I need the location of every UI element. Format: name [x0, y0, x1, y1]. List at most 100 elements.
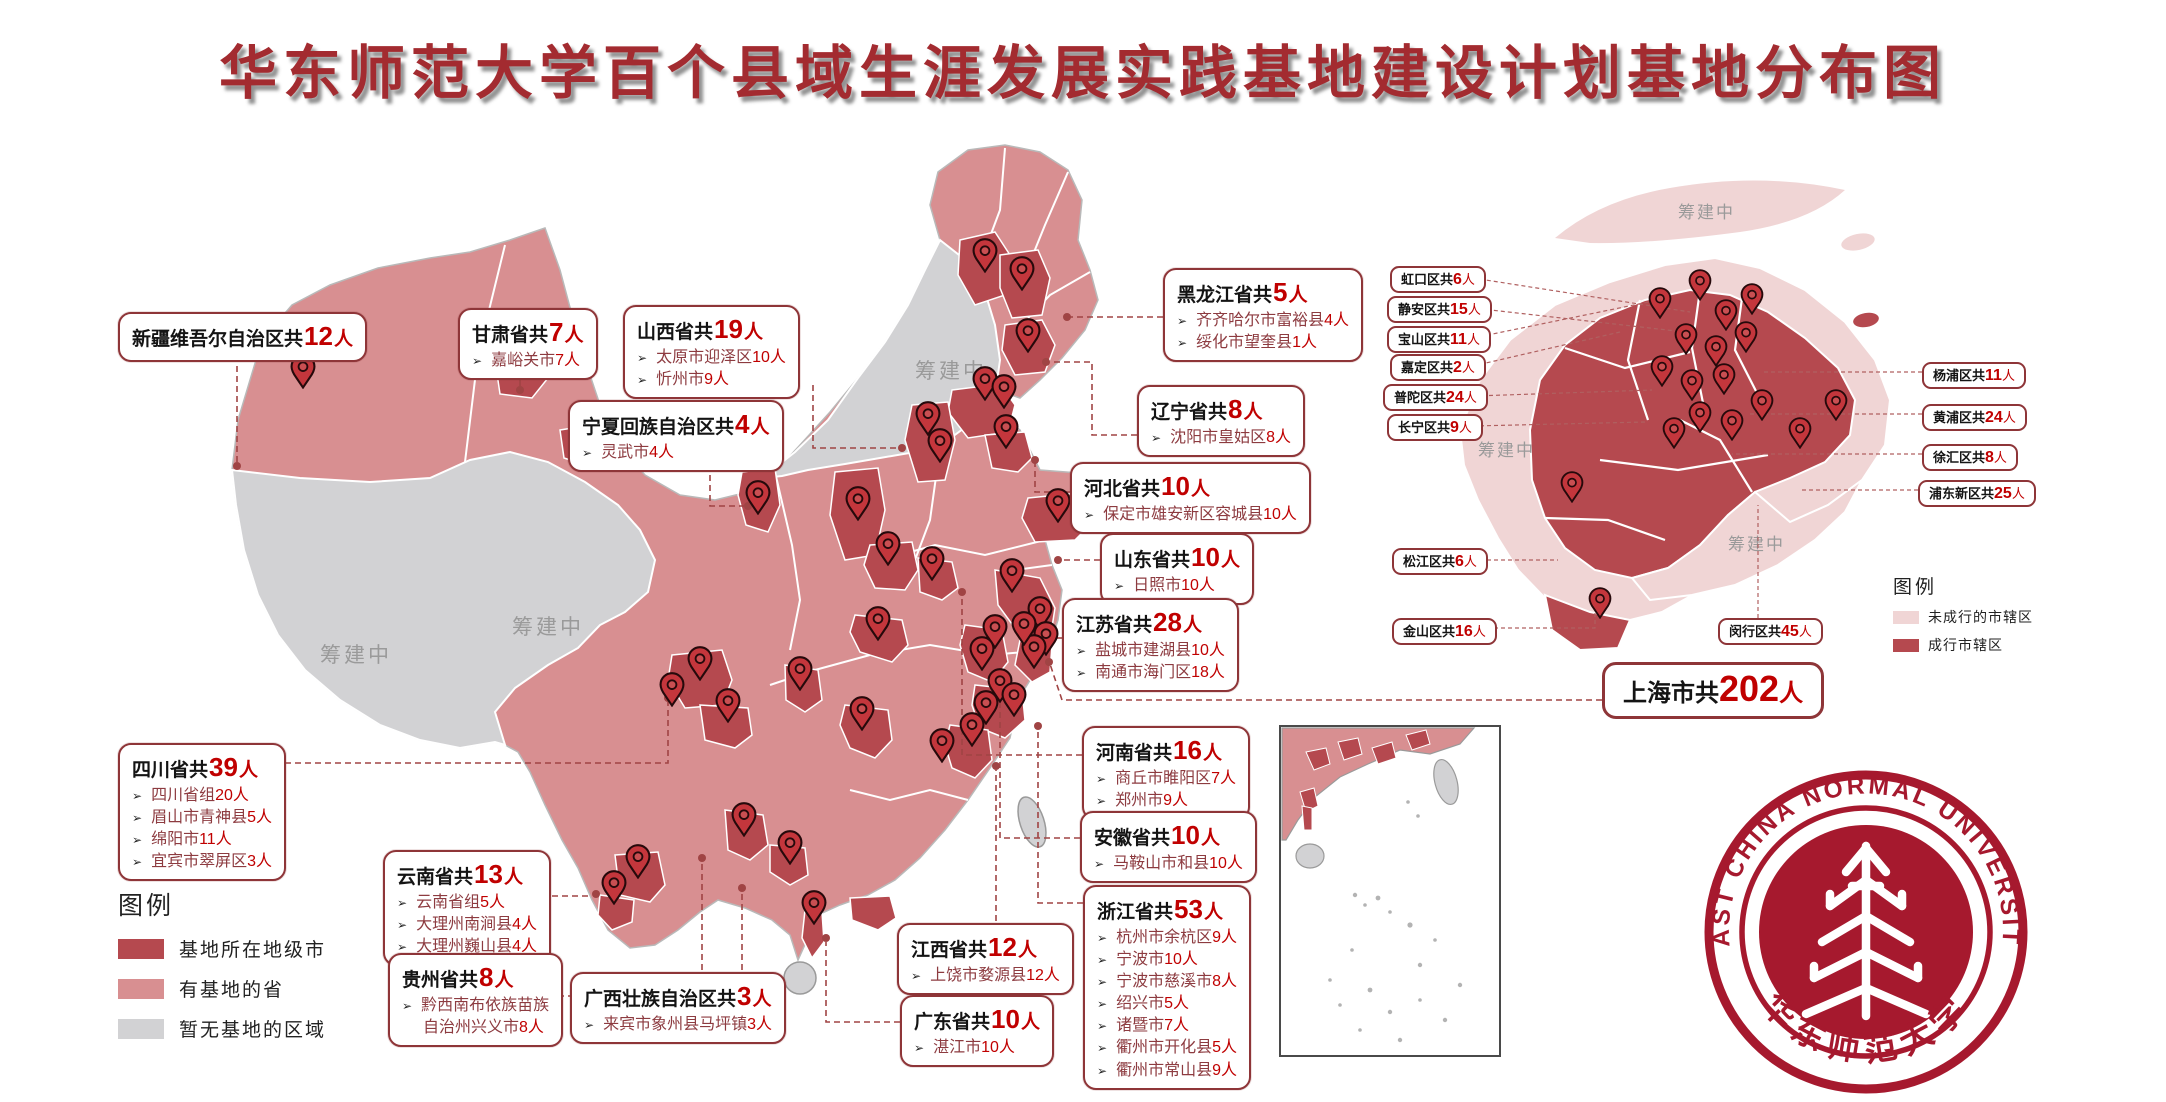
callout-xinjiang: 新疆维吾尔自治区共12人 [118, 312, 367, 363]
callout-title: 四川省共39人 [132, 752, 258, 782]
district-label-songjiang: 松江区共6人 [1392, 548, 1488, 575]
district-label-jiading: 嘉定区共2人 [1390, 354, 1486, 381]
callout-title: 广西壮族自治区共3人 [584, 981, 772, 1011]
callout-item: ➢ 嘉峪关市7人 [472, 352, 580, 370]
callout-item: ➢ 忻州市9人 [637, 371, 729, 389]
callout-item: ➢ 上饶市婺源县12人 [911, 967, 1060, 985]
district-label-yangpu: 杨浦区共11人 [1922, 362, 2026, 389]
callout-hebei: 河北省共10人 ➢ 保定市雄安新区容城县10人 [1070, 462, 1311, 535]
legend-item: 未成行的市辖区 [1893, 607, 2033, 627]
callout-item: ➢ 大理州巍山县4人 [397, 938, 537, 956]
callout-gansu: 甘肃省共7人 ➢ 嘉峪关市7人 [458, 308, 598, 381]
district-label-xuhui: 徐汇区共8人 [1922, 444, 2018, 471]
callout-item: ➢ 杭州市余杭区9人 [1097, 929, 1237, 947]
legend-swatch [1893, 610, 1919, 624]
callout-item: ➢ 郑州市9人 [1096, 792, 1188, 810]
district-label-huangpu: 黄浦区共24人 [1922, 404, 2027, 431]
callout-title: 云南省共13人 [397, 859, 523, 889]
district-label-putuo: 普陀区共24人 [1383, 384, 1488, 411]
legend-item: 基地所在地级市 [118, 935, 326, 962]
callout-item: ➢ 盐城市建湖县10人 [1076, 642, 1225, 660]
callout-title: 江苏省共28人 [1076, 607, 1202, 637]
callout-item: ➢ 湛江市10人 [914, 1039, 1015, 1057]
callout-shanxi: 山西省共19人 ➢ 太原市迎泽区10人 ➢ 忻州市9人 [623, 305, 800, 400]
legend-item: 暂无基地的区域 [118, 1015, 326, 1042]
callout-item: ➢ 诸暨市7人 [1097, 1017, 1189, 1035]
callout-zhejiang: 浙江省共53人 ➢ 杭州市余杭区9人 ➢ 宁波市10人 ➢ 宁波市慈溪市8人 ➢ 绍兴市5人 ➢ 诸… [1083, 885, 1251, 1090]
callout-item: ➢ 沈阳市皇姑区8人 [1151, 429, 1291, 447]
district-label-baoshan: 宝山区共11人 [1387, 326, 1491, 353]
callout-item: ➢ 商丘市睢阳区7人 [1096, 770, 1236, 788]
ecnu-logo: EAST CHINA NORMAL UNIVERSITY 华东师范大学 [1704, 770, 2028, 1094]
district-label-jingan: 静安区共15人 [1387, 296, 1492, 323]
callout-item: ➢ 来宾市象州县马坪镇3人 [584, 1016, 772, 1034]
callout-title: 黑龙江省共5人 [1177, 277, 1308, 307]
district-label-changning: 长宁区共9人 [1387, 414, 1483, 441]
callout-title: 新疆维吾尔自治区共12人 [132, 321, 353, 351]
inset-legend: 图例 未成行的市辖区 成行市辖区 [1893, 572, 2033, 655]
callout-item: ➢ 大理州南涧县4人 [397, 916, 537, 934]
callout-ningxia: 宁夏回族自治区共4人 ➢ 灵武市4人 [568, 400, 784, 473]
callout-item: ➢ 宜宾市翠屏区3人 [132, 853, 272, 871]
main-legend-title: 图例 [118, 893, 175, 920]
callout-item: ➢ 灵武市4人 [582, 444, 674, 462]
callout-title: 辽宁省共8人 [1151, 394, 1263, 424]
svg-text:筹建中: 筹建中 [320, 644, 392, 667]
callout-title: 安徽省共10人 [1094, 820, 1220, 850]
inset-legend-title: 图例 [1893, 577, 1938, 598]
callout-jiangsu: 江苏省共28人 ➢ 盐城市建湖县10人 ➢ 南通市海门区18人 [1062, 598, 1239, 693]
callout-liaoning: 辽宁省共8人 ➢ 沈阳市皇姑区8人 [1137, 385, 1305, 458]
callout-shandong: 山东省共10人 ➢ 日照市10人 [1100, 533, 1254, 606]
callout-item: ➢ 云南省组5人 [397, 894, 505, 912]
callout-title: 河北省共10人 [1084, 471, 1210, 501]
callout-title: 宁夏回族自治区共4人 [582, 409, 770, 439]
callout-item: ➢ 日照市10人 [1114, 577, 1215, 595]
main-legend: 图例 基地所在地级市 有基地的省 暂无基地的区域 [118, 886, 326, 1042]
svg-text:筹建中: 筹建中 [1678, 203, 1735, 222]
callout-item: ➢ 齐齐哈尔市富裕县4人 [1177, 312, 1349, 330]
callout-item: ➢ 南通市海门区18人 [1076, 664, 1225, 682]
south-china-sea-inset [1279, 725, 1501, 1057]
legend-swatch [118, 938, 164, 959]
callout-title: 江西省共12人 [911, 932, 1037, 962]
district-label-hongkou: 虹口区共6人 [1390, 266, 1486, 293]
callout-henan: 河南省共16人 ➢ 商丘市睢阳区7人 ➢ 郑州市9人 [1082, 726, 1250, 821]
shanghai-total-badge: 上海市共202人 [1602, 662, 1825, 719]
china-map: 筹建中 筹建中 筹建中 [230, 144, 1120, 995]
callout-jiangxi: 江西省共12人 ➢ 上饶市婺源县12人 [897, 923, 1074, 996]
callout-heilongjiang: 黑龙江省共5人 ➢ 齐齐哈尔市富裕县4人 ➢ 绥化市望奎县1人 [1163, 268, 1363, 363]
callout-title: 甘肃省共7人 [472, 317, 584, 347]
callout-item: ➢ 马鞍山市和县10人 [1094, 855, 1243, 873]
callout-title: 河南省共16人 [1096, 735, 1222, 765]
callout-title: 山西省共19人 [637, 314, 763, 344]
callout-item: ➢ 太原市迎泽区10人 [637, 349, 786, 367]
callout-item: ➢ 眉山市青神县5人 [132, 809, 272, 827]
ecnu-tree-icon [1801, 841, 1931, 1021]
callout-item: ➢ 宁波市慈溪市8人 [1097, 973, 1237, 991]
district-label-minhang: 闵行区共45人 [1718, 618, 1823, 645]
page-title: 华东师范大学百个县域生涯发展实践基地建设计划基地分布图 [218, 41, 1947, 106]
svg-text:筹建中: 筹建中 [1478, 441, 1535, 460]
callout-yunnan: 云南省共13人 ➢ 云南省组5人 ➢ 大理州南涧县4人 ➢ 大理州巍山县4人 [383, 850, 551, 967]
callout-guangxi: 广西壮族自治区共3人 ➢ 来宾市象州县马坪镇3人 [570, 972, 786, 1045]
callout-item: ➢ 保定市雄安新区容城县10人 [1084, 506, 1297, 524]
callout-item: ➢ 绥化市望奎县1人 [1177, 334, 1317, 352]
callout-item: ➢ 绵阳市11人 [132, 831, 232, 849]
callout-title: 广东省共10人 [914, 1004, 1040, 1034]
callout-title: 山东省共10人 [1114, 542, 1240, 572]
svg-text:筹建中: 筹建中 [512, 616, 584, 639]
callout-item: ➢ 四川省组20人 [132, 787, 249, 805]
callout-sichuan: 四川省共39人 ➢ 四川省组20人 ➢ 眉山市青神县5人 ➢ 绵阳市11人 ➢ 宜宾市翠屏区3人 [118, 743, 286, 882]
shanghai-total-name: 上海市 [1623, 680, 1695, 707]
svg-text:筹建中: 筹建中 [915, 360, 987, 383]
callout-anhui: 安徽省共10人 ➢ 马鞍山市和县10人 [1080, 811, 1257, 884]
district-label-jinshan: 金山区共16人 [1392, 618, 1497, 645]
leader-lines [233, 313, 1602, 1023]
legend-item: 成行市辖区 [1893, 635, 2033, 655]
callout-item: ➢ 宁波市10人 [1097, 951, 1198, 969]
callout-item: ➢ 绍兴市5人 [1097, 995, 1189, 1013]
callout-title: 浙江省共53人 [1097, 894, 1223, 924]
callout-item: 自治州兴义市8人 [423, 1019, 544, 1037]
callout-item: ➢ 衢州市常山县9人 [1097, 1061, 1237, 1079]
